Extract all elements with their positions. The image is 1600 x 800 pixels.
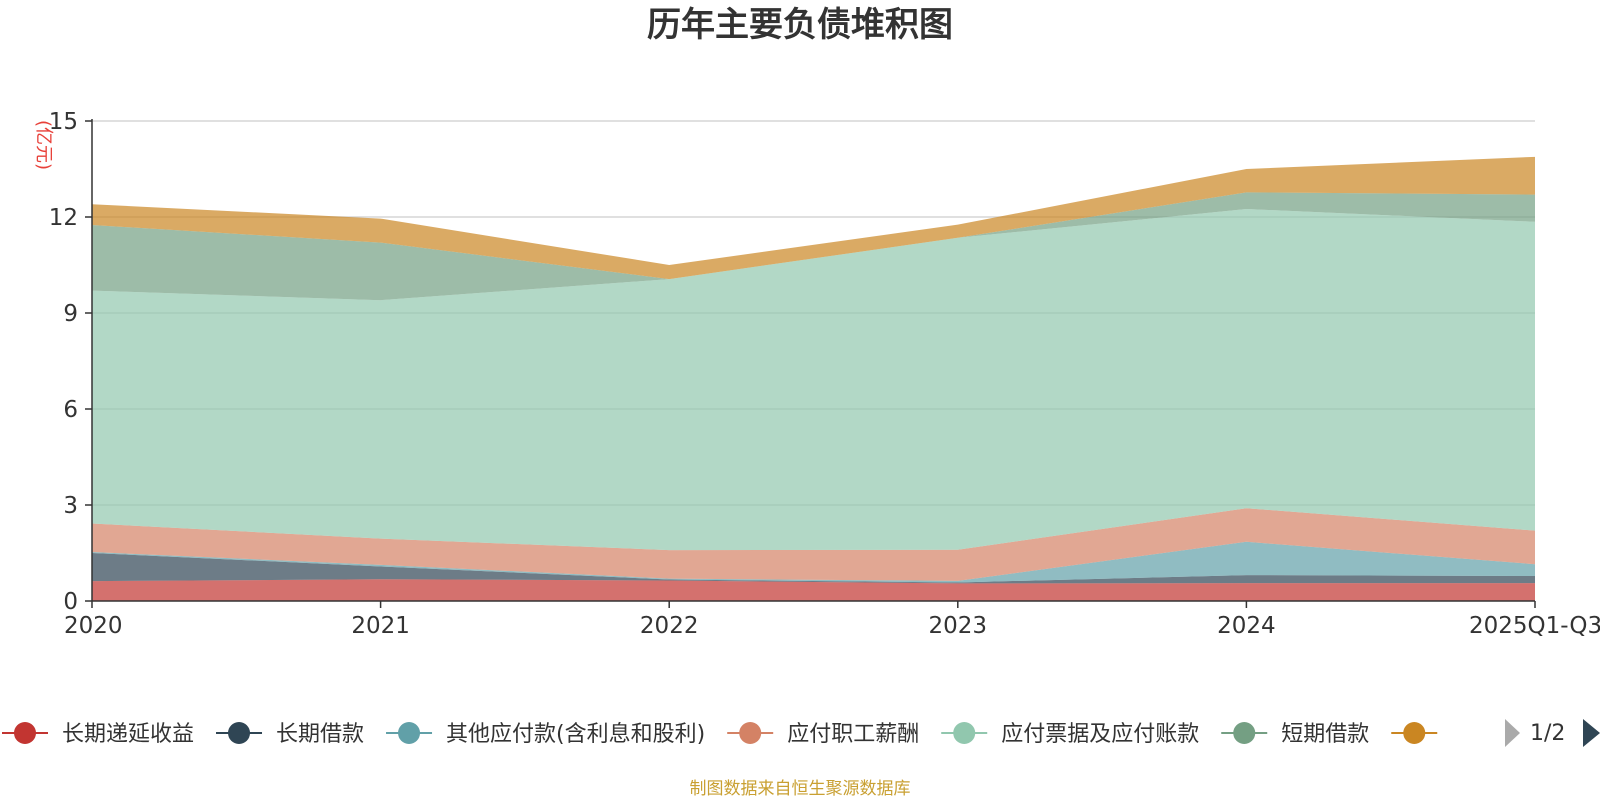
legend-label: 其他应付款(含利息和股利) bbox=[446, 722, 705, 747]
y-tick-label: 9 bbox=[63, 301, 78, 327]
x-tick-label: 2024 bbox=[1217, 613, 1276, 639]
area-series-4 bbox=[92, 209, 1535, 551]
legend-item-6[interactable] bbox=[1391, 722, 1438, 744]
x-tick-label: 2025Q1-Q3 bbox=[1469, 613, 1600, 639]
axes bbox=[91, 119, 1535, 602]
legend-circle-icon bbox=[1233, 722, 1256, 744]
legend-label: 短期借款 bbox=[1281, 722, 1369, 747]
y-tick-label: 6 bbox=[63, 397, 78, 423]
data-source-note: 制图数据来自恒生聚源数据库 bbox=[690, 779, 911, 799]
y-axis-ticks: 0 3 6 9 12 15 bbox=[49, 109, 92, 615]
legend-circle-icon bbox=[398, 722, 421, 744]
legend-label: 长期递延收益 bbox=[62, 722, 194, 747]
y-tick-label: 12 bbox=[49, 205, 78, 231]
x-tick-label: 2022 bbox=[640, 613, 699, 639]
y-tick-label: 0 bbox=[63, 589, 78, 615]
legend-next-arrow-icon[interactable] bbox=[1583, 719, 1600, 747]
area-series-1 bbox=[92, 553, 1535, 584]
x-tick-label: 2023 bbox=[929, 613, 988, 639]
area-series bbox=[92, 156, 1535, 601]
legend-circle-icon bbox=[1403, 722, 1426, 744]
y-axis-unit: (亿元) bbox=[33, 120, 54, 170]
x-axis-ticks: 2020 2021 2022 2023 2024 2025Q1-Q3 bbox=[64, 601, 1600, 639]
legend-item-1[interactable]: 长期借款 bbox=[216, 722, 364, 747]
legend-circle-icon bbox=[739, 722, 762, 744]
legend-item-4[interactable]: 应付票据及应付账款 bbox=[941, 722, 1199, 747]
legend: 长期递延收益 长期借款 其他应付款(含利息和股利) 应付职工薪酬 应付票据及应付账款 短期… bbox=[2, 722, 1438, 747]
area-series-5 bbox=[92, 192, 1535, 301]
y-tick-label: 3 bbox=[63, 493, 78, 519]
x-tick-label: 2020 bbox=[64, 613, 123, 639]
legend-label: 应付职工薪酬 bbox=[787, 722, 919, 747]
legend-label: 应付票据及应付账款 bbox=[1001, 722, 1199, 747]
area-series-0 bbox=[92, 579, 1535, 601]
y-tick-label: 15 bbox=[49, 109, 78, 135]
x-tick-label: 2021 bbox=[351, 613, 410, 639]
chart-title: 历年主要负债堆积图 bbox=[647, 5, 953, 45]
legend-circle-icon bbox=[953, 722, 976, 744]
legend-item-5[interactable]: 短期借款 bbox=[1221, 722, 1369, 747]
legend-prev-arrow-icon[interactable] bbox=[1505, 719, 1520, 747]
area-series-2 bbox=[92, 541, 1535, 583]
legend-circle-icon bbox=[228, 722, 251, 744]
area-series-3 bbox=[92, 508, 1535, 581]
legend-item-0[interactable]: 长期递延收益 bbox=[2, 722, 194, 747]
legend-circle-icon bbox=[14, 722, 36, 744]
legend-pager: 1/2 bbox=[1505, 719, 1600, 747]
area-series-6 bbox=[92, 156, 1535, 280]
legend-page-indicator: 1/2 bbox=[1530, 721, 1565, 746]
legend-item-2[interactable]: 其他应付款(含利息和股利) bbox=[386, 722, 705, 747]
legend-item-3[interactable]: 应付职工薪酬 bbox=[727, 722, 919, 747]
legend-label: 长期借款 bbox=[276, 722, 364, 747]
